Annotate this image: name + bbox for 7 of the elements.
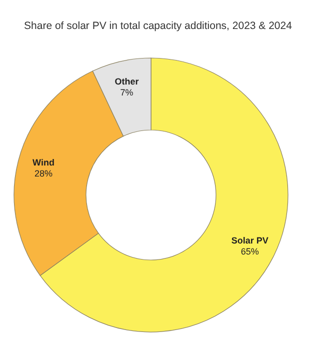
data-label: 65%	[240, 246, 259, 256]
slice-label: Wind	[32, 157, 54, 168]
data-label: 7%	[120, 88, 134, 98]
slice-label: Other	[114, 76, 140, 87]
data-label: 28%	[34, 168, 52, 178]
chart-title: Share of solar PV in total capacity additions, 2023 & 2024	[24, 20, 292, 32]
slice-label: Solar PV	[231, 235, 268, 246]
